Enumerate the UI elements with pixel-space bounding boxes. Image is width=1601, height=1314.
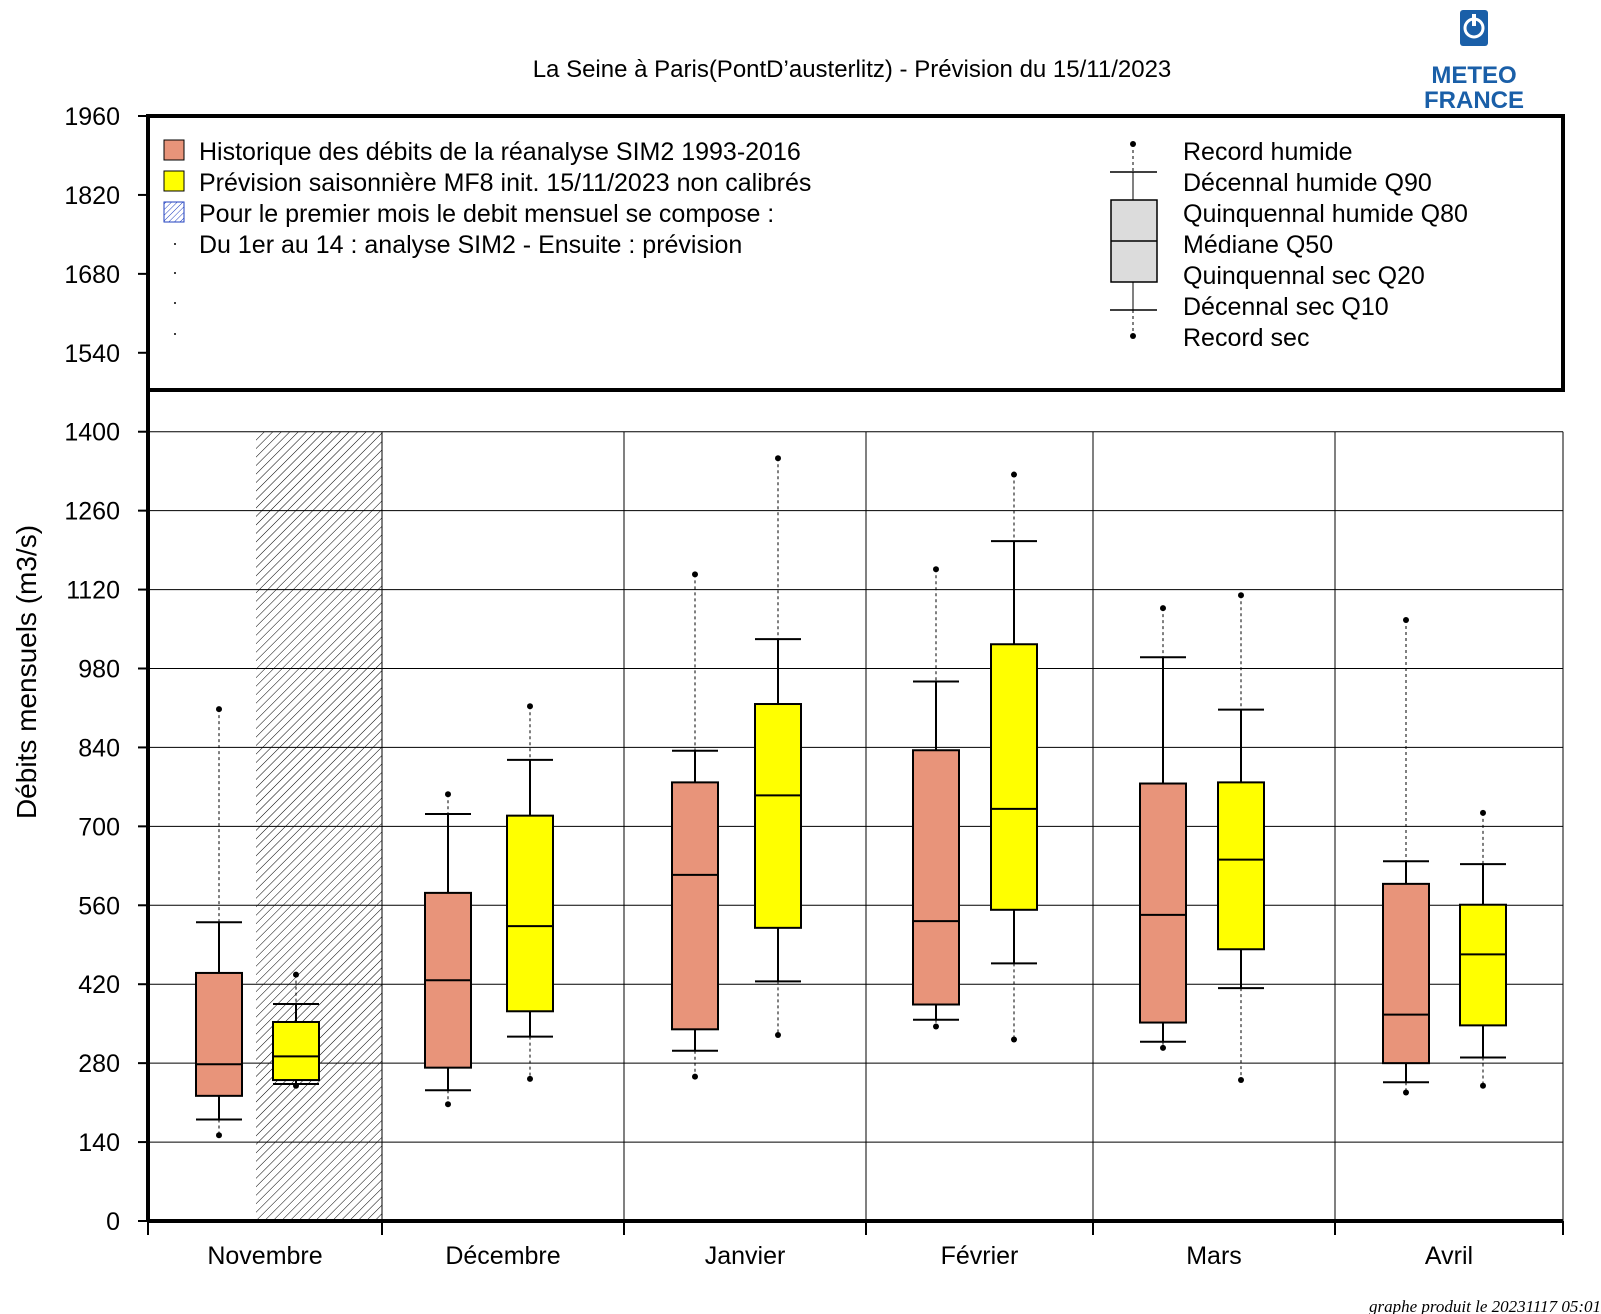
record-sec-point — [1403, 1089, 1409, 1096]
boxplot-historique-décembre — [424, 791, 472, 1108]
y-tick-label: 1960 — [64, 103, 120, 131]
y-tick-label: 840 — [78, 734, 120, 762]
legend-hatch — [163, 201, 185, 223]
x-tick-label: Novembre — [207, 1242, 322, 1270]
legend-box-icon — [1110, 141, 1158, 339]
legend-stat-label: Quinquennal humide Q80 — [1183, 200, 1468, 228]
y-tick-label: 1820 — [64, 182, 120, 210]
boxplot-historique-mars — [1139, 605, 1187, 1051]
legend-dot — [174, 272, 176, 274]
record-humide-point — [293, 971, 299, 978]
record-humide-point — [775, 455, 781, 462]
box-q20-q80 — [754, 703, 802, 929]
legend-label: Historique des débits de la réanalyse SI… — [199, 138, 801, 166]
record-sec-point — [692, 1073, 698, 1080]
record-sec-point — [216, 1132, 222, 1139]
y-tick-label: 280 — [78, 1050, 120, 1078]
legend-dot — [174, 243, 176, 245]
y-tick-label: 700 — [78, 813, 120, 841]
record-humide-point — [933, 566, 939, 573]
legend-swatch — [163, 170, 185, 192]
record-sec-point — [933, 1023, 939, 1030]
box-q20-q80 — [1217, 781, 1265, 951]
boxplot-prevision-décembre — [506, 703, 554, 1082]
legend-stat-label: Quinquennal sec Q20 — [1183, 262, 1425, 290]
legend-label: Pour le premier mois le debit mensuel se… — [199, 200, 774, 228]
box-q20-q80 — [671, 781, 719, 1031]
legend-label: Du 1er au 14 : analyse SIM2 - Ensuite : … — [199, 231, 742, 259]
x-tick-label: Février — [941, 1242, 1019, 1270]
legend: Historique des débits de la réanalyse SI… — [146, 114, 1565, 392]
box-q20-q80 — [1459, 903, 1507, 1027]
record-sec-point — [527, 1075, 533, 1082]
y-tick-label: 420 — [78, 971, 120, 999]
y-tick-label: 560 — [78, 892, 120, 920]
box-q20-q80 — [195, 971, 243, 1097]
chart-title: La Seine à Paris(PontD’austerlitz) - Pré… — [533, 56, 1172, 83]
legend-stat-label: Décennal humide Q90 — [1183, 169, 1432, 197]
y-tick-label: 1680 — [64, 261, 120, 289]
y-tick-label: 1540 — [64, 340, 120, 368]
y-tick-label: 1120 — [66, 577, 120, 605]
y-tick-label: 1400 — [64, 419, 120, 447]
record-sec-point — [1011, 1036, 1017, 1043]
legend-dot — [174, 302, 176, 304]
legend-stat-label: Médiane Q50 — [1183, 231, 1333, 259]
legend-dot — [174, 333, 176, 335]
x-tick-label: Décembre — [445, 1242, 560, 1270]
y-axis-label: Débits mensuels (m3/s) — [11, 525, 42, 819]
record-sec-point — [775, 1031, 781, 1038]
boxplot-prevision-novembre — [272, 971, 320, 1089]
boxplot-historique-janvier — [671, 571, 719, 1080]
boxplot-historique-avril — [1382, 617, 1430, 1096]
box-q20-q80 — [990, 643, 1038, 911]
boxplot-prevision-avril — [1459, 809, 1507, 1089]
record-sec-point — [1160, 1044, 1166, 1051]
record-sec-point — [445, 1101, 451, 1108]
x-tick-label: Mars — [1186, 1242, 1242, 1270]
record-sec-point — [1480, 1082, 1486, 1089]
x-tick-label: Janvier — [705, 1242, 786, 1270]
meteo-france-logo: METEO FRANCE — [1424, 10, 1524, 114]
record-sec-point — [1238, 1077, 1244, 1084]
record-humide-point — [1011, 471, 1017, 478]
record-humide-point — [1480, 809, 1486, 816]
boxplot-historique-novembre — [195, 706, 243, 1139]
record-humide-point — [1238, 592, 1244, 599]
record-humide-point — [216, 706, 222, 713]
box-q20-q80 — [272, 1020, 320, 1082]
footer-text: graphe produit le 20231117 05:01 — [1369, 1297, 1601, 1314]
boxplot-prevision-mars — [1217, 592, 1265, 1084]
record-humide-point — [1160, 605, 1166, 612]
legend-stat-label: Record sec — [1183, 324, 1309, 352]
record-humide-point — [692, 571, 698, 578]
boxplot-prevision-février — [990, 471, 1038, 1043]
y-tick-label: 0 — [106, 1208, 120, 1236]
legend-stat-label: Record humide — [1183, 138, 1353, 166]
box-q20-q80 — [506, 814, 554, 1013]
boxplot-prevision-janvier — [754, 455, 802, 1038]
boxplot-historique-février — [912, 566, 960, 1030]
record-sec-point — [293, 1082, 299, 1089]
y-tick-label: 980 — [78, 656, 120, 684]
box-q20-q80 — [1139, 782, 1187, 1024]
record-humide-point — [445, 791, 451, 798]
legend-swatch — [163, 139, 185, 161]
record-humide-point — [527, 703, 533, 710]
logo-line2: FRANCE — [1424, 87, 1524, 114]
legend-stat-label: Décennal sec Q10 — [1183, 293, 1389, 321]
record-humide-point — [1403, 617, 1409, 624]
legend-label: Prévision saisonnière MF8 init. 15/11/20… — [199, 169, 811, 197]
box-q20-q80 — [1382, 882, 1430, 1065]
logo-line1: METEO — [1431, 62, 1516, 89]
x-tick-label: Avril — [1425, 1242, 1473, 1270]
y-tick-label: 140 — [78, 1129, 120, 1157]
y-tick-label: 1260 — [64, 498, 120, 526]
box-q20-q80 — [912, 749, 960, 1006]
